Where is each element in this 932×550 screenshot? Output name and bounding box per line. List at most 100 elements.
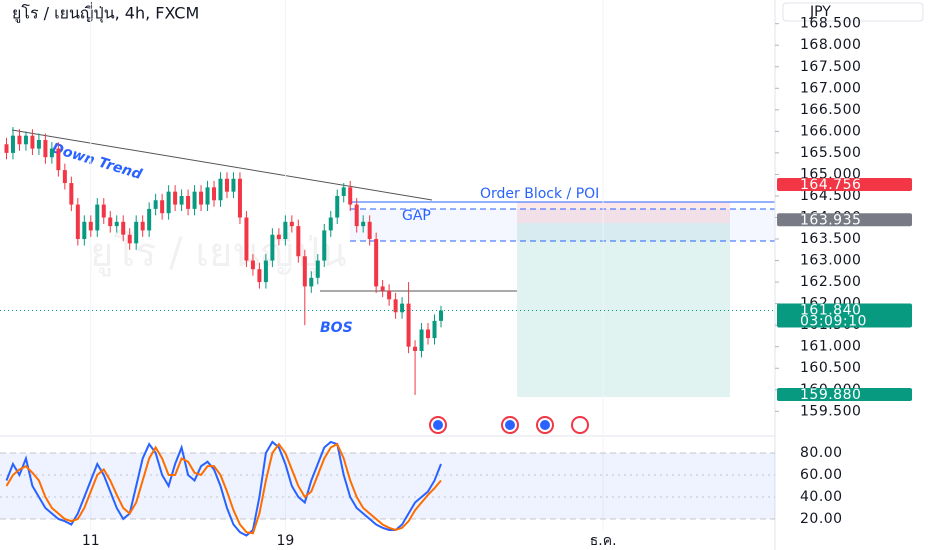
candle-body — [374, 239, 379, 287]
y-tick-label: 161.000 — [800, 339, 861, 355]
candle-body — [393, 299, 398, 313]
candle-body — [328, 217, 333, 231]
y-tick-label: 80.00 — [800, 445, 843, 461]
candle-body — [101, 204, 106, 218]
y-tick-label: 60.00 — [800, 467, 843, 483]
candle-body — [88, 221, 93, 231]
y-tick-label: 168.500 — [800, 16, 861, 32]
candle-body — [406, 303, 411, 347]
y-tick-label: 167.500 — [800, 59, 861, 75]
candle-body — [179, 195, 184, 205]
candle-body — [147, 208, 152, 231]
price-label-box — [777, 387, 912, 401]
candle-body — [400, 303, 405, 313]
candle-body — [95, 204, 100, 231]
stoch-line — [5, 440, 442, 537]
candle-body — [309, 277, 314, 287]
annotation: Order Block / POI — [480, 186, 599, 202]
countdown: 03:09:10 — [800, 314, 867, 330]
x-tick-label: 19 — [276, 533, 294, 549]
candle-body — [82, 221, 87, 240]
candle-body — [17, 135, 22, 145]
candle-body — [62, 170, 67, 184]
candle-body — [348, 187, 353, 205]
candle-body — [302, 256, 307, 287]
y-tick-label: 20.00 — [800, 511, 843, 527]
y-tick-label: 166.000 — [800, 123, 861, 139]
band — [0, 452, 775, 519]
stop-zone — [517, 202, 730, 223]
candle-body — [69, 183, 74, 205]
annotation: GAP — [402, 208, 431, 224]
y-tick-label: 165.500 — [800, 145, 861, 161]
candle-body — [114, 221, 119, 227]
candle-body — [426, 329, 431, 339]
gap-box — [350, 209, 775, 241]
candle-body — [335, 195, 340, 218]
candle-body — [413, 346, 418, 352]
y-tick-label: 40.00 — [800, 489, 843, 505]
candle-body — [289, 221, 294, 227]
candle-body — [23, 135, 28, 145]
currency-box[interactable] — [782, 2, 924, 22]
candle-body — [257, 269, 262, 283]
candle-body — [224, 178, 229, 192]
watermark: ยูโร / เยนญี่ปุ่น — [90, 225, 347, 277]
chart-title: ยูโร / เยนญี่ปุ่น, 4h, FXCM — [12, 2, 199, 24]
y-tick-label: 163.500 — [800, 231, 861, 247]
candle-body — [419, 329, 424, 352]
y-tick-label: 166.500 — [800, 102, 861, 118]
candle-body — [121, 221, 126, 235]
price-label: 163.935 — [800, 212, 861, 228]
candle-body — [56, 148, 61, 171]
candle-body — [283, 221, 288, 240]
candle-body — [250, 260, 255, 270]
candle-body — [263, 260, 268, 283]
candle-body — [231, 178, 236, 192]
y-tick-label: 162.500 — [800, 274, 861, 290]
candle-body — [439, 310, 444, 321]
candle-body — [75, 204, 80, 240]
y-tick-label: 167.000 — [800, 80, 861, 96]
candle-body — [10, 135, 15, 153]
price-label: 164.756 — [800, 177, 861, 193]
trend-line — [11, 129, 433, 201]
candle-body — [4, 144, 9, 153]
price-label-box — [777, 213, 912, 227]
currency: JPY — [809, 4, 831, 20]
candle-body — [199, 191, 204, 205]
y-tick-label: 163.000 — [800, 253, 861, 269]
y-tick-label: 164.500 — [800, 188, 861, 204]
candle-body — [108, 217, 113, 227]
candle-body — [315, 260, 320, 278]
candle-body — [218, 178, 223, 201]
candle-body — [43, 139, 48, 158]
candle-body — [140, 221, 145, 231]
candle-body — [367, 221, 372, 240]
candle-body — [237, 178, 242, 218]
target-zone — [517, 223, 730, 397]
candle-body — [322, 230, 327, 261]
candle-body — [212, 187, 217, 201]
candle-body — [244, 217, 249, 261]
candle-body — [270, 234, 275, 261]
annotation: BOS — [320, 320, 353, 336]
candle-body — [153, 200, 158, 209]
candle-body — [49, 148, 54, 158]
candle-body — [341, 187, 346, 196]
candle-body — [387, 290, 392, 300]
stoch-line — [5, 442, 442, 535]
price-label: 159.880 — [800, 387, 861, 403]
candle-body — [173, 191, 178, 205]
candle-body — [186, 195, 191, 209]
event-icons[interactable] — [429, 416, 589, 434]
x-tick-label: 11 — [82, 533, 100, 549]
candle-body — [192, 191, 197, 209]
y-tick-label: 160.500 — [800, 360, 861, 376]
price-label-box — [777, 177, 912, 191]
candle-body — [354, 204, 359, 227]
candle-body — [127, 234, 132, 244]
candle-body — [205, 187, 210, 205]
